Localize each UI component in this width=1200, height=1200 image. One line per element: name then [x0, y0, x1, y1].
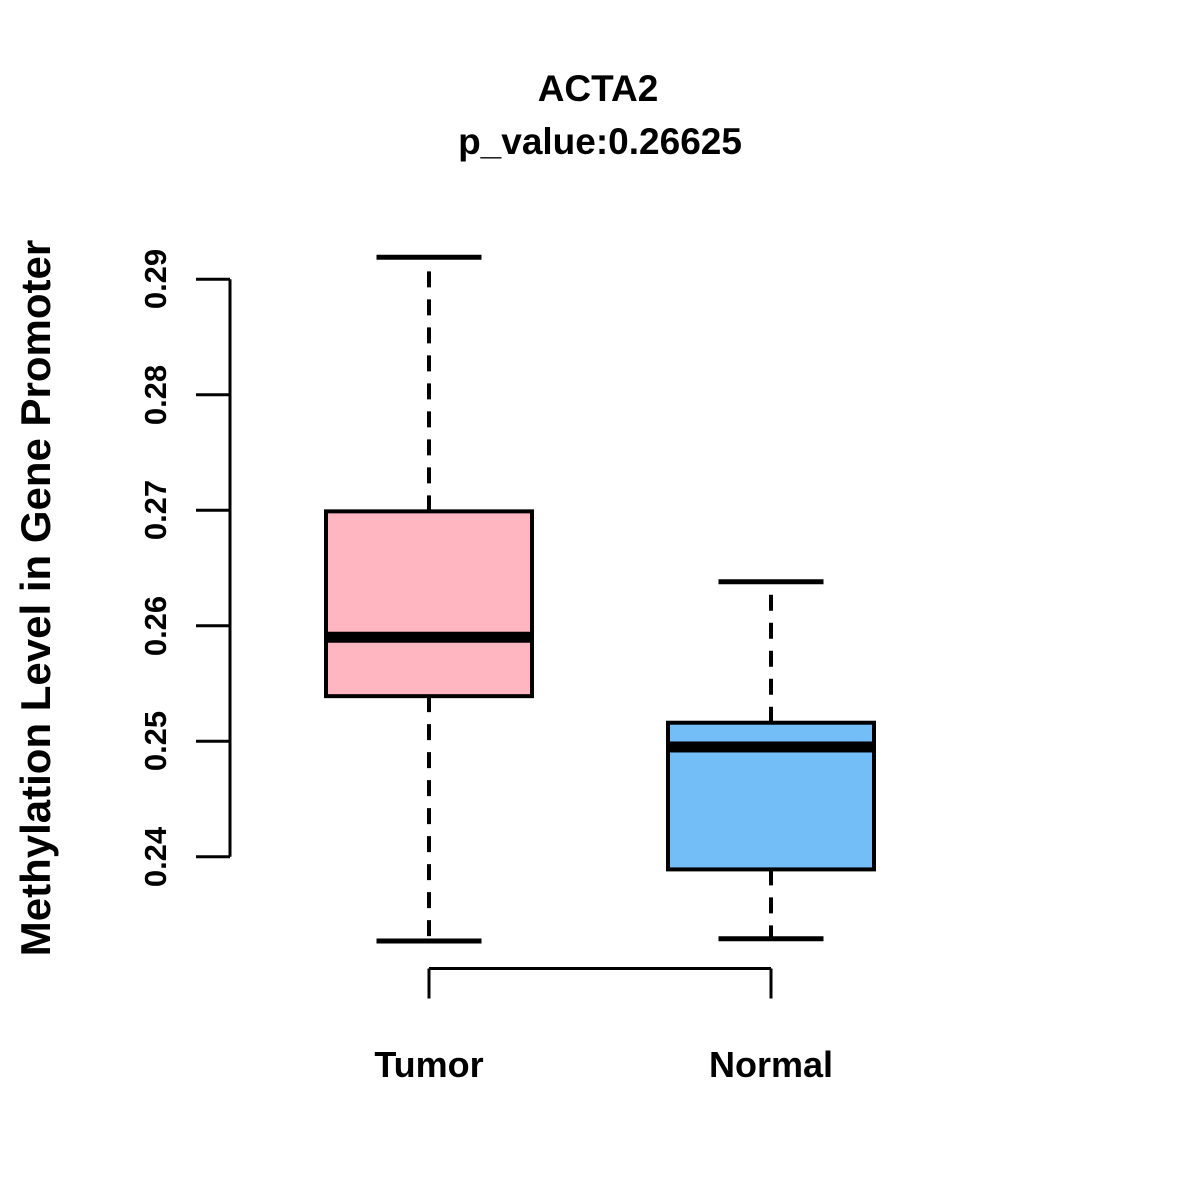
- chart-pvalue-subtitle: p_value:0.26625: [458, 121, 742, 162]
- x-category-label-tumor: Tumor: [374, 1044, 484, 1085]
- x-category-label-normal: Normal: [708, 1044, 834, 1085]
- chart-title: ACTA2: [537, 68, 659, 109]
- tumor-median-line: [326, 631, 532, 643]
- tumor-box: [324, 509, 534, 699]
- normal-median-line: [668, 741, 874, 753]
